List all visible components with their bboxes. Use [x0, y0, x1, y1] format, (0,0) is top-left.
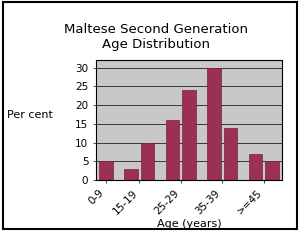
Bar	[99, 161, 112, 180]
Bar	[249, 154, 262, 180]
Bar	[224, 128, 237, 180]
Bar	[124, 169, 137, 180]
Bar	[266, 161, 279, 180]
Bar	[166, 120, 179, 180]
Bar	[207, 67, 220, 180]
Bar	[182, 90, 196, 180]
Text: Maltese Second Generation
Age Distribution: Maltese Second Generation Age Distributi…	[64, 23, 248, 51]
Bar	[141, 143, 154, 180]
X-axis label: Age (years): Age (years)	[157, 219, 221, 229]
Text: Per cent: Per cent	[7, 110, 53, 121]
